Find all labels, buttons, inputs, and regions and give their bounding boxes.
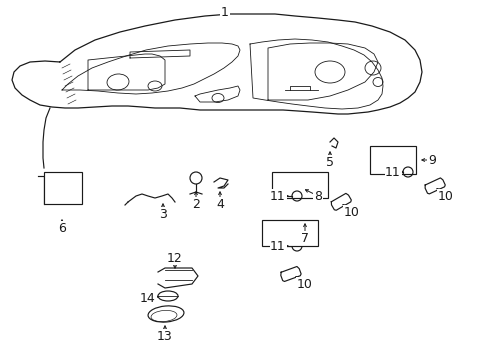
Text: 11: 11 [269,239,285,252]
Text: 12: 12 [167,252,183,265]
Text: 10: 10 [296,278,312,291]
Text: 6: 6 [58,221,66,234]
Text: 11: 11 [269,189,285,202]
Text: 10: 10 [437,189,453,202]
Text: 8: 8 [313,189,321,202]
FancyBboxPatch shape [44,172,82,204]
Text: 2: 2 [192,198,200,211]
Text: 3: 3 [159,207,166,220]
Text: 1: 1 [221,5,228,18]
FancyBboxPatch shape [262,220,317,246]
Text: 5: 5 [325,156,333,168]
Text: 10: 10 [344,206,359,219]
FancyBboxPatch shape [369,146,415,174]
FancyBboxPatch shape [271,172,327,198]
Text: 11: 11 [385,166,400,179]
Text: 13: 13 [157,329,173,342]
Text: 9: 9 [427,153,435,166]
Text: 7: 7 [301,231,308,244]
Text: 14: 14 [140,292,156,305]
Text: 4: 4 [216,198,224,211]
